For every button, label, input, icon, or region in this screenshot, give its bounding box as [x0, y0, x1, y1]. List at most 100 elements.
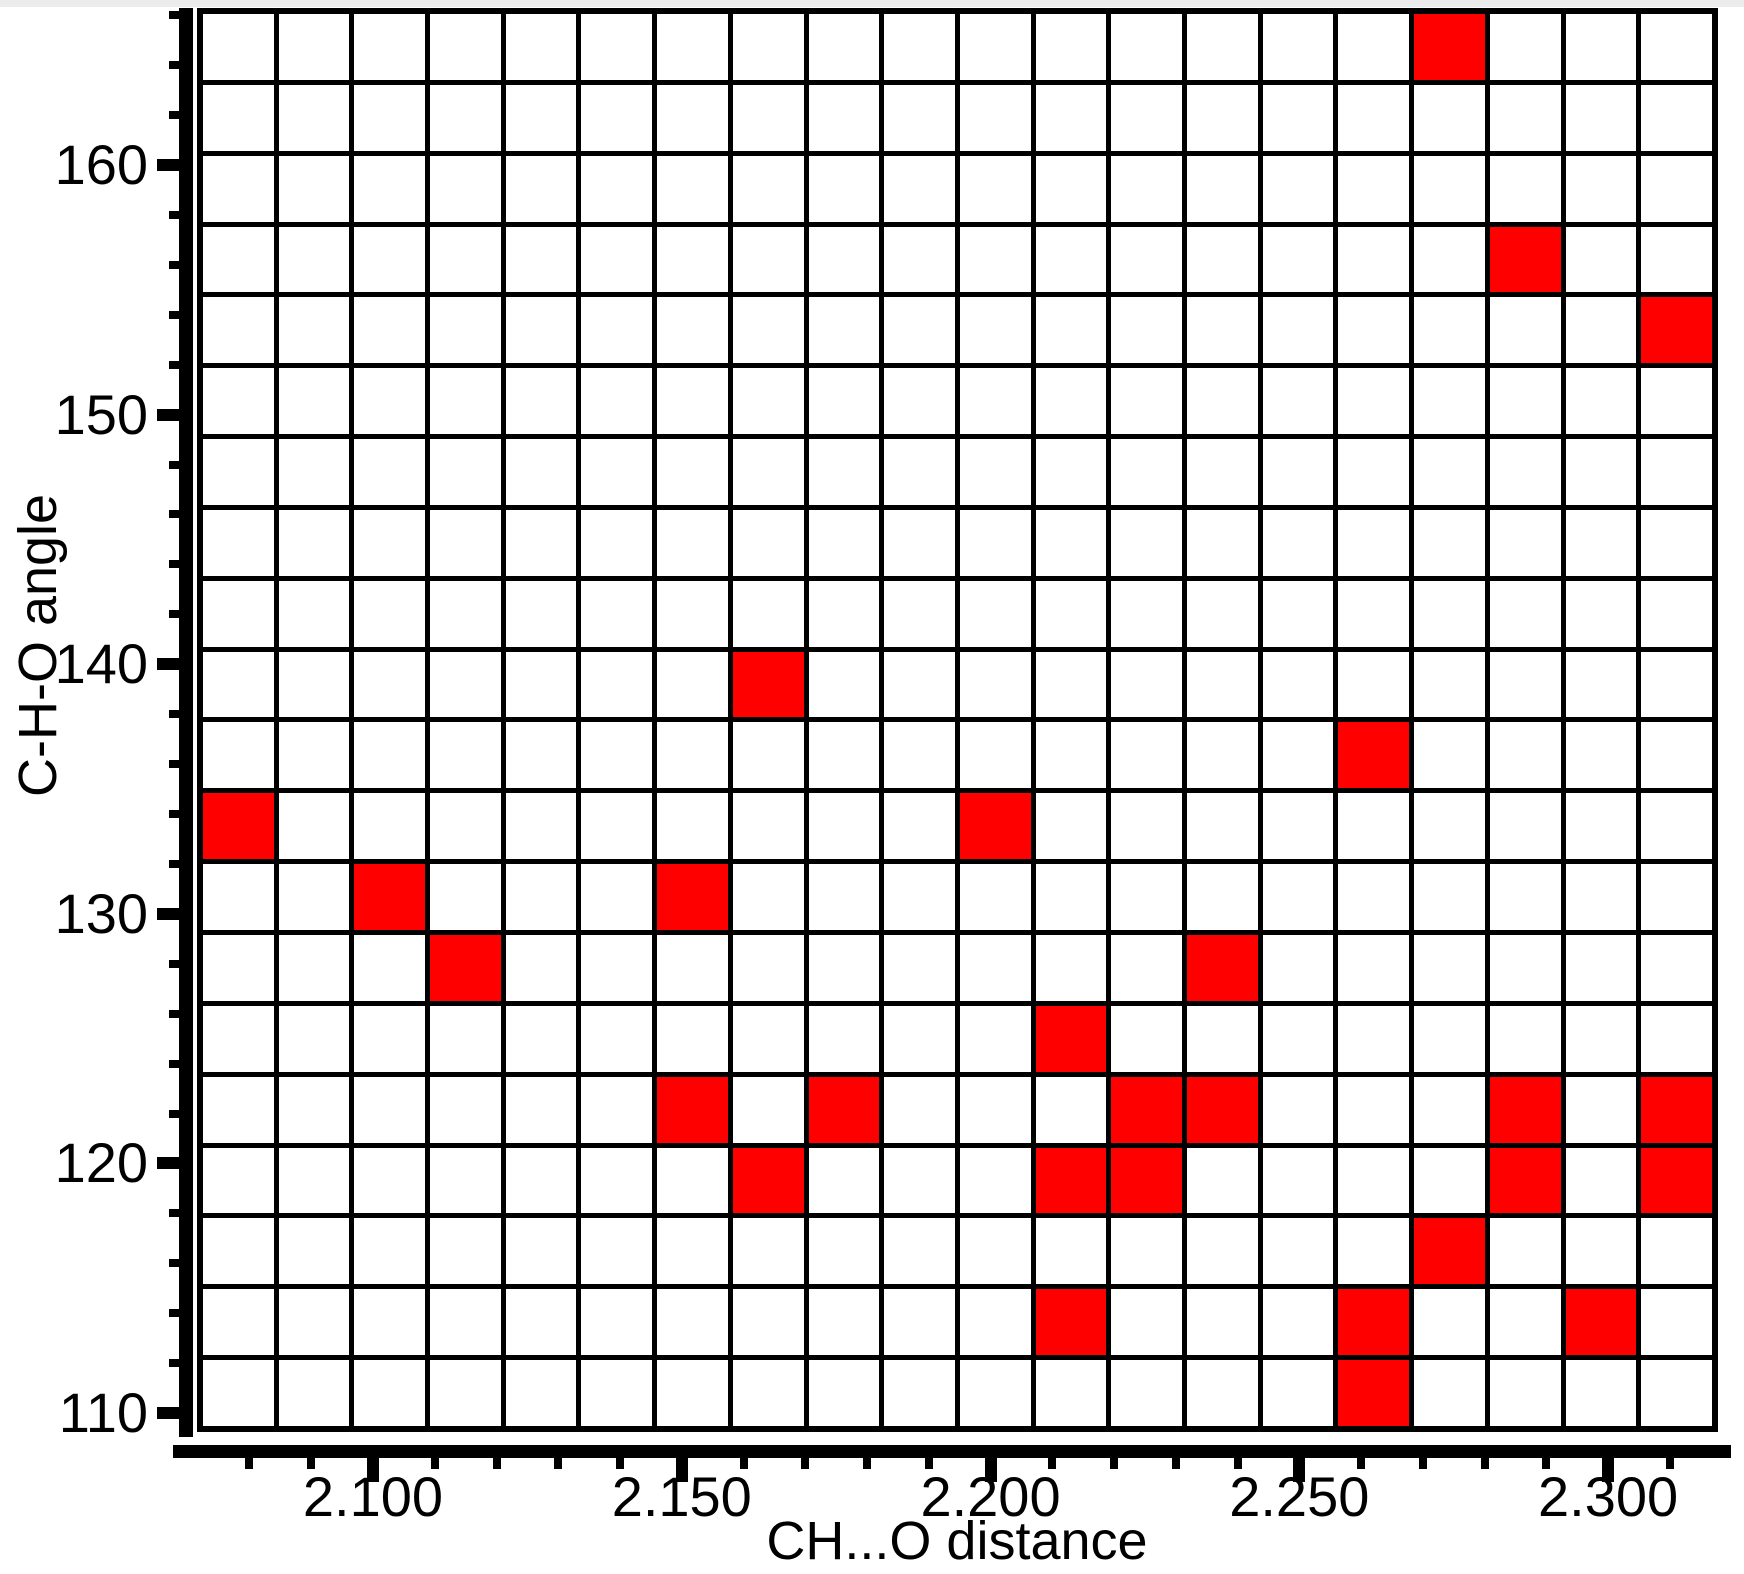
grid-cell — [278, 1218, 350, 1285]
y-major-tick — [157, 907, 179, 920]
grid-cell — [278, 226, 350, 293]
grid-cell — [808, 226, 880, 293]
highlighted-cell — [1035, 1147, 1107, 1214]
grid-cell — [732, 509, 804, 576]
grid-cell — [884, 297, 955, 364]
grid-cell — [884, 155, 955, 222]
grid-cell — [1262, 1218, 1334, 1285]
grid-cell — [505, 1005, 577, 1072]
grid-cell — [1565, 580, 1637, 647]
grid-cell — [203, 651, 274, 718]
grid-cell — [959, 155, 1031, 222]
grid-cell — [959, 439, 1031, 505]
grid-cell — [1035, 509, 1107, 576]
x-axis-title: CH...O distance — [766, 1511, 1148, 1571]
grid-cell — [1565, 297, 1637, 364]
y-minor-tick — [169, 560, 179, 569]
highlighted-cell — [1414, 14, 1485, 80]
grid-cell — [1565, 439, 1637, 505]
grid-cell — [1262, 864, 1334, 931]
grid-cell — [505, 14, 577, 80]
grid-cell — [1414, 935, 1485, 1001]
grid-cell — [657, 1218, 728, 1285]
grid-cell — [1489, 1218, 1561, 1285]
grid-cell — [1338, 1218, 1410, 1285]
grid-cell — [1262, 1005, 1334, 1072]
y-major-tick — [157, 159, 179, 171]
x-tick-label: 2.250 — [1229, 1465, 1370, 1528]
grid-cell — [657, 793, 728, 860]
y-minor-tick — [169, 959, 179, 968]
grid-cell — [808, 1289, 880, 1356]
grid-cell — [354, 935, 426, 1001]
grid-cell — [1565, 722, 1637, 789]
grid-cell — [203, 935, 274, 1001]
grid-cell — [1338, 368, 1410, 435]
grid-cell — [1489, 155, 1561, 222]
grid-cell — [1035, 651, 1107, 718]
y-minor-tick — [169, 1259, 179, 1268]
grid-cell — [505, 1147, 577, 1214]
highlighted-cell — [354, 864, 426, 931]
grid-cell — [1641, 14, 1712, 80]
grid-cell — [203, 864, 274, 931]
grid-cell — [203, 368, 274, 435]
grid-cell — [1111, 935, 1183, 1001]
x-major-tick — [984, 1458, 997, 1482]
grid-cell — [1489, 1289, 1561, 1356]
grid-cell — [1187, 509, 1258, 576]
grid-cell — [1414, 226, 1485, 293]
grid-cell — [808, 580, 880, 647]
grid-cell — [732, 580, 804, 647]
grid-cell — [1489, 935, 1561, 1001]
highlighted-cell — [732, 1147, 804, 1214]
grid-cell — [1414, 722, 1485, 789]
y-minor-tick — [169, 1309, 179, 1318]
grid-cell — [884, 864, 955, 931]
grid-cell — [657, 509, 728, 576]
grid-cell — [1111, 651, 1183, 718]
grid-cell — [1338, 14, 1410, 80]
grid-cell — [1414, 793, 1485, 860]
grid-cell — [1187, 1005, 1258, 1072]
grid-cell — [1111, 226, 1183, 293]
heatmap-grid — [197, 8, 1718, 1432]
x-minor-tick — [307, 1458, 316, 1469]
y-minor-tick — [169, 61, 179, 70]
grid-cell — [1489, 439, 1561, 505]
grid-cell — [1035, 722, 1107, 789]
grid-cell — [1035, 226, 1107, 293]
grid-cell — [1111, 509, 1183, 576]
grid-cell — [1262, 651, 1334, 718]
grid-cell — [430, 1360, 501, 1426]
y-minor-tick — [169, 1109, 179, 1118]
grid-cell — [732, 226, 804, 293]
y-major-tick — [157, 1407, 179, 1420]
grid-cell — [581, 1005, 653, 1072]
highlighted-cell — [1338, 1289, 1410, 1356]
x-minor-tick — [1357, 1458, 1366, 1469]
grid-cell — [203, 509, 274, 576]
y-tick-label: 150 — [54, 382, 148, 446]
grid-cell — [1641, 84, 1712, 151]
grid-cell — [1111, 297, 1183, 364]
y-minor-tick — [169, 210, 179, 219]
highlighted-cell — [959, 793, 1031, 860]
grid-cell — [278, 1147, 350, 1214]
grid-cell — [505, 368, 577, 435]
grid-cell — [1035, 84, 1107, 151]
y-minor-tick — [169, 760, 179, 769]
grid-cell — [1262, 14, 1334, 80]
grid-cell — [1641, 722, 1712, 789]
grid-cell — [278, 580, 350, 647]
grid-cell — [278, 1289, 350, 1356]
grid-cell — [1641, 368, 1712, 435]
grid-cell — [1489, 580, 1561, 647]
grid-cell — [1111, 1218, 1183, 1285]
grid-cell — [1414, 1005, 1485, 1072]
grid-cell — [1489, 509, 1561, 576]
grid-cell — [1338, 1076, 1410, 1143]
grid-cell — [1262, 580, 1334, 647]
grid-cell — [959, 368, 1031, 435]
grid-cell — [1565, 1147, 1637, 1214]
